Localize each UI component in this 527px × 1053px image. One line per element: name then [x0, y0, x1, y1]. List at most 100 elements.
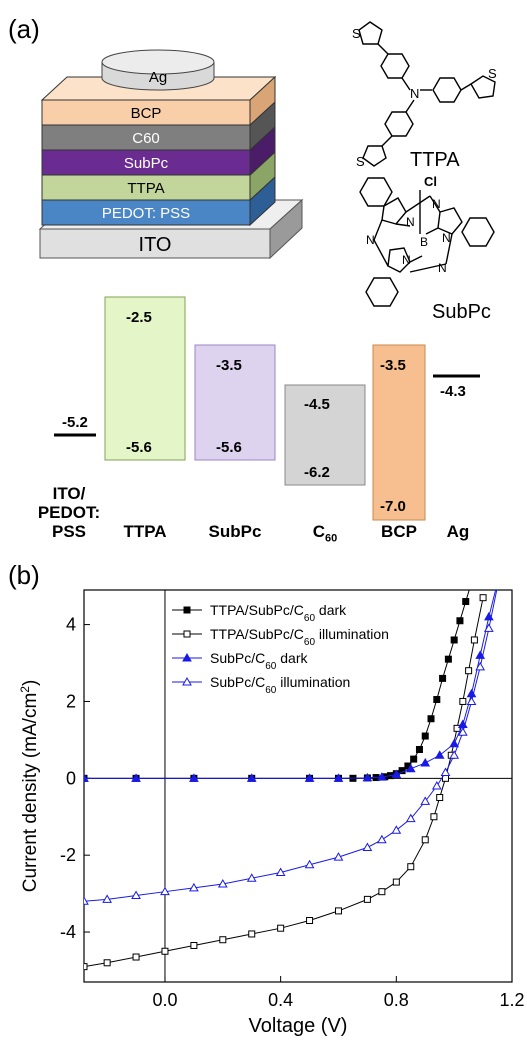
data-point	[450, 636, 458, 644]
bcp-name: BCP	[381, 522, 417, 541]
x-tick-label: 0.4	[268, 990, 293, 1010]
data-point	[436, 794, 444, 802]
data-point	[457, 727, 468, 736]
c60-name-sub: 60	[325, 532, 338, 545]
ito-pedot-name-line3: PSS	[51, 522, 87, 541]
x-tick-label: 0.0	[152, 990, 177, 1010]
data-point	[449, 750, 460, 759]
subpc-atom-n6: N	[438, 261, 447, 275]
data-point	[189, 773, 199, 782]
c60-name-main: C	[312, 522, 326, 541]
ttpa-atom-s2: S	[488, 66, 497, 81]
ttpa-atom-n: N	[410, 86, 419, 101]
data-point	[420, 757, 431, 767]
series-3	[84, 590, 498, 905]
data-point	[439, 674, 447, 682]
bcp-lumo: -3.5	[380, 357, 406, 374]
data-point	[102, 894, 112, 903]
layer-pedot: PEDOT: PSS	[41, 175, 276, 227]
series-line	[84, 590, 497, 779]
data-point	[304, 773, 315, 782]
data-point	[103, 959, 111, 967]
data-point	[160, 886, 170, 896]
data-point	[391, 825, 402, 834]
data-point	[453, 724, 461, 732]
subpc-atom-n3: N	[442, 231, 451, 245]
panel-a-label: (a)	[8, 14, 40, 44]
subpc-lumo: -3.5	[216, 357, 242, 374]
data-point	[132, 953, 140, 961]
data-point	[484, 623, 494, 632]
data-point	[84, 896, 89, 905]
subpc-atom-n5: N	[402, 253, 411, 267]
data-point	[161, 947, 169, 955]
subpc-level-box	[194, 344, 276, 461]
data-point	[444, 655, 452, 663]
legend-label-tail: illumination	[276, 674, 350, 690]
legend-label: TTPA/SubPc/C60 dark	[210, 602, 347, 624]
ag-level: -4.3	[440, 383, 466, 400]
legend-marker	[182, 676, 192, 686]
y-axis-label-close: )	[20, 680, 41, 686]
data-point	[377, 834, 387, 844]
c60-level-box	[284, 384, 366, 486]
layer-label-bcp: BCP	[131, 105, 162, 122]
c60-lumo: -4.5	[304, 396, 330, 413]
layer-subpc: SubPc	[41, 125, 276, 177]
device-stack: ITO PEDOT: PSS TTPA SubPc C60 BCP Ag	[38, 49, 304, 260]
y-axis-label-main: Current density (mA/cm	[20, 693, 41, 893]
legend-label-main: TTPA/SubPc/C	[210, 626, 304, 642]
ttpa-level-box	[104, 296, 186, 461]
data-point	[466, 696, 477, 705]
data-point	[392, 878, 400, 886]
c60-homo: -6.2	[304, 464, 330, 481]
legend-marker	[182, 652, 192, 662]
legend-entry: TTPA/SubPc/C60 dark	[172, 602, 347, 624]
data-point	[420, 796, 431, 805]
data-point	[131, 890, 141, 900]
ito-pedot-name: ITO/ PEDOT: PSS	[34, 484, 104, 541]
data-point	[475, 661, 486, 671]
data-point	[456, 617, 464, 625]
legend-label-tail: dark	[276, 650, 308, 666]
subpc-name: SubPc	[208, 522, 262, 541]
data-point	[246, 873, 257, 882]
legend-label-sub: 60	[304, 613, 316, 624]
data-point	[430, 813, 438, 821]
subpc-atom-cl: Cl	[424, 174, 437, 189]
y-tick-label: -4	[60, 922, 76, 942]
x-axis-label: Voltage (V)	[249, 1015, 348, 1037]
data-point	[431, 780, 442, 790]
legend-label: TTPA/SubPc/C60 illumination	[210, 626, 389, 648]
layer-ttpa: TTPA	[41, 150, 276, 202]
energy-level-diagram: -5.2 -2.5 -5.6 -3.5 -5.6 -4.5 -6.2 -3.5 …	[54, 296, 480, 521]
data-point	[494, 578, 502, 585]
ttpa-lumo: -2.5	[126, 309, 152, 326]
ito-front-face	[39, 228, 271, 259]
data-point	[275, 867, 286, 876]
legend-label-tail: illumination	[315, 626, 389, 642]
y-axis-label: Current density (mA/cm2)	[18, 680, 41, 893]
series-layer	[84, 578, 502, 971]
y-tick-label: 0	[66, 768, 76, 788]
legend-label-sub: 60	[304, 637, 316, 648]
data-point	[405, 763, 416, 773]
ito-pedot-name-line2: PEDOT:	[37, 503, 101, 522]
data-point	[434, 750, 445, 759]
data-point	[362, 772, 373, 782]
data-point	[465, 667, 473, 675]
data-point	[405, 813, 416, 823]
series-1	[84, 594, 487, 971]
legend-entry: SubPc/C60 illumination	[172, 674, 350, 696]
data-point	[407, 863, 415, 871]
layer-label-ttpa: TTPA	[127, 180, 164, 197]
data-point	[449, 738, 460, 748]
legend-label-main: TTPA/SubPc/C	[210, 602, 304, 618]
legend-entry: TTPA/SubPc/C60 illumination	[172, 626, 389, 648]
ttpa-name: TTPA	[123, 522, 167, 541]
data-point	[248, 930, 256, 938]
layer-c60: C60	[41, 100, 276, 152]
data-point	[306, 917, 314, 925]
